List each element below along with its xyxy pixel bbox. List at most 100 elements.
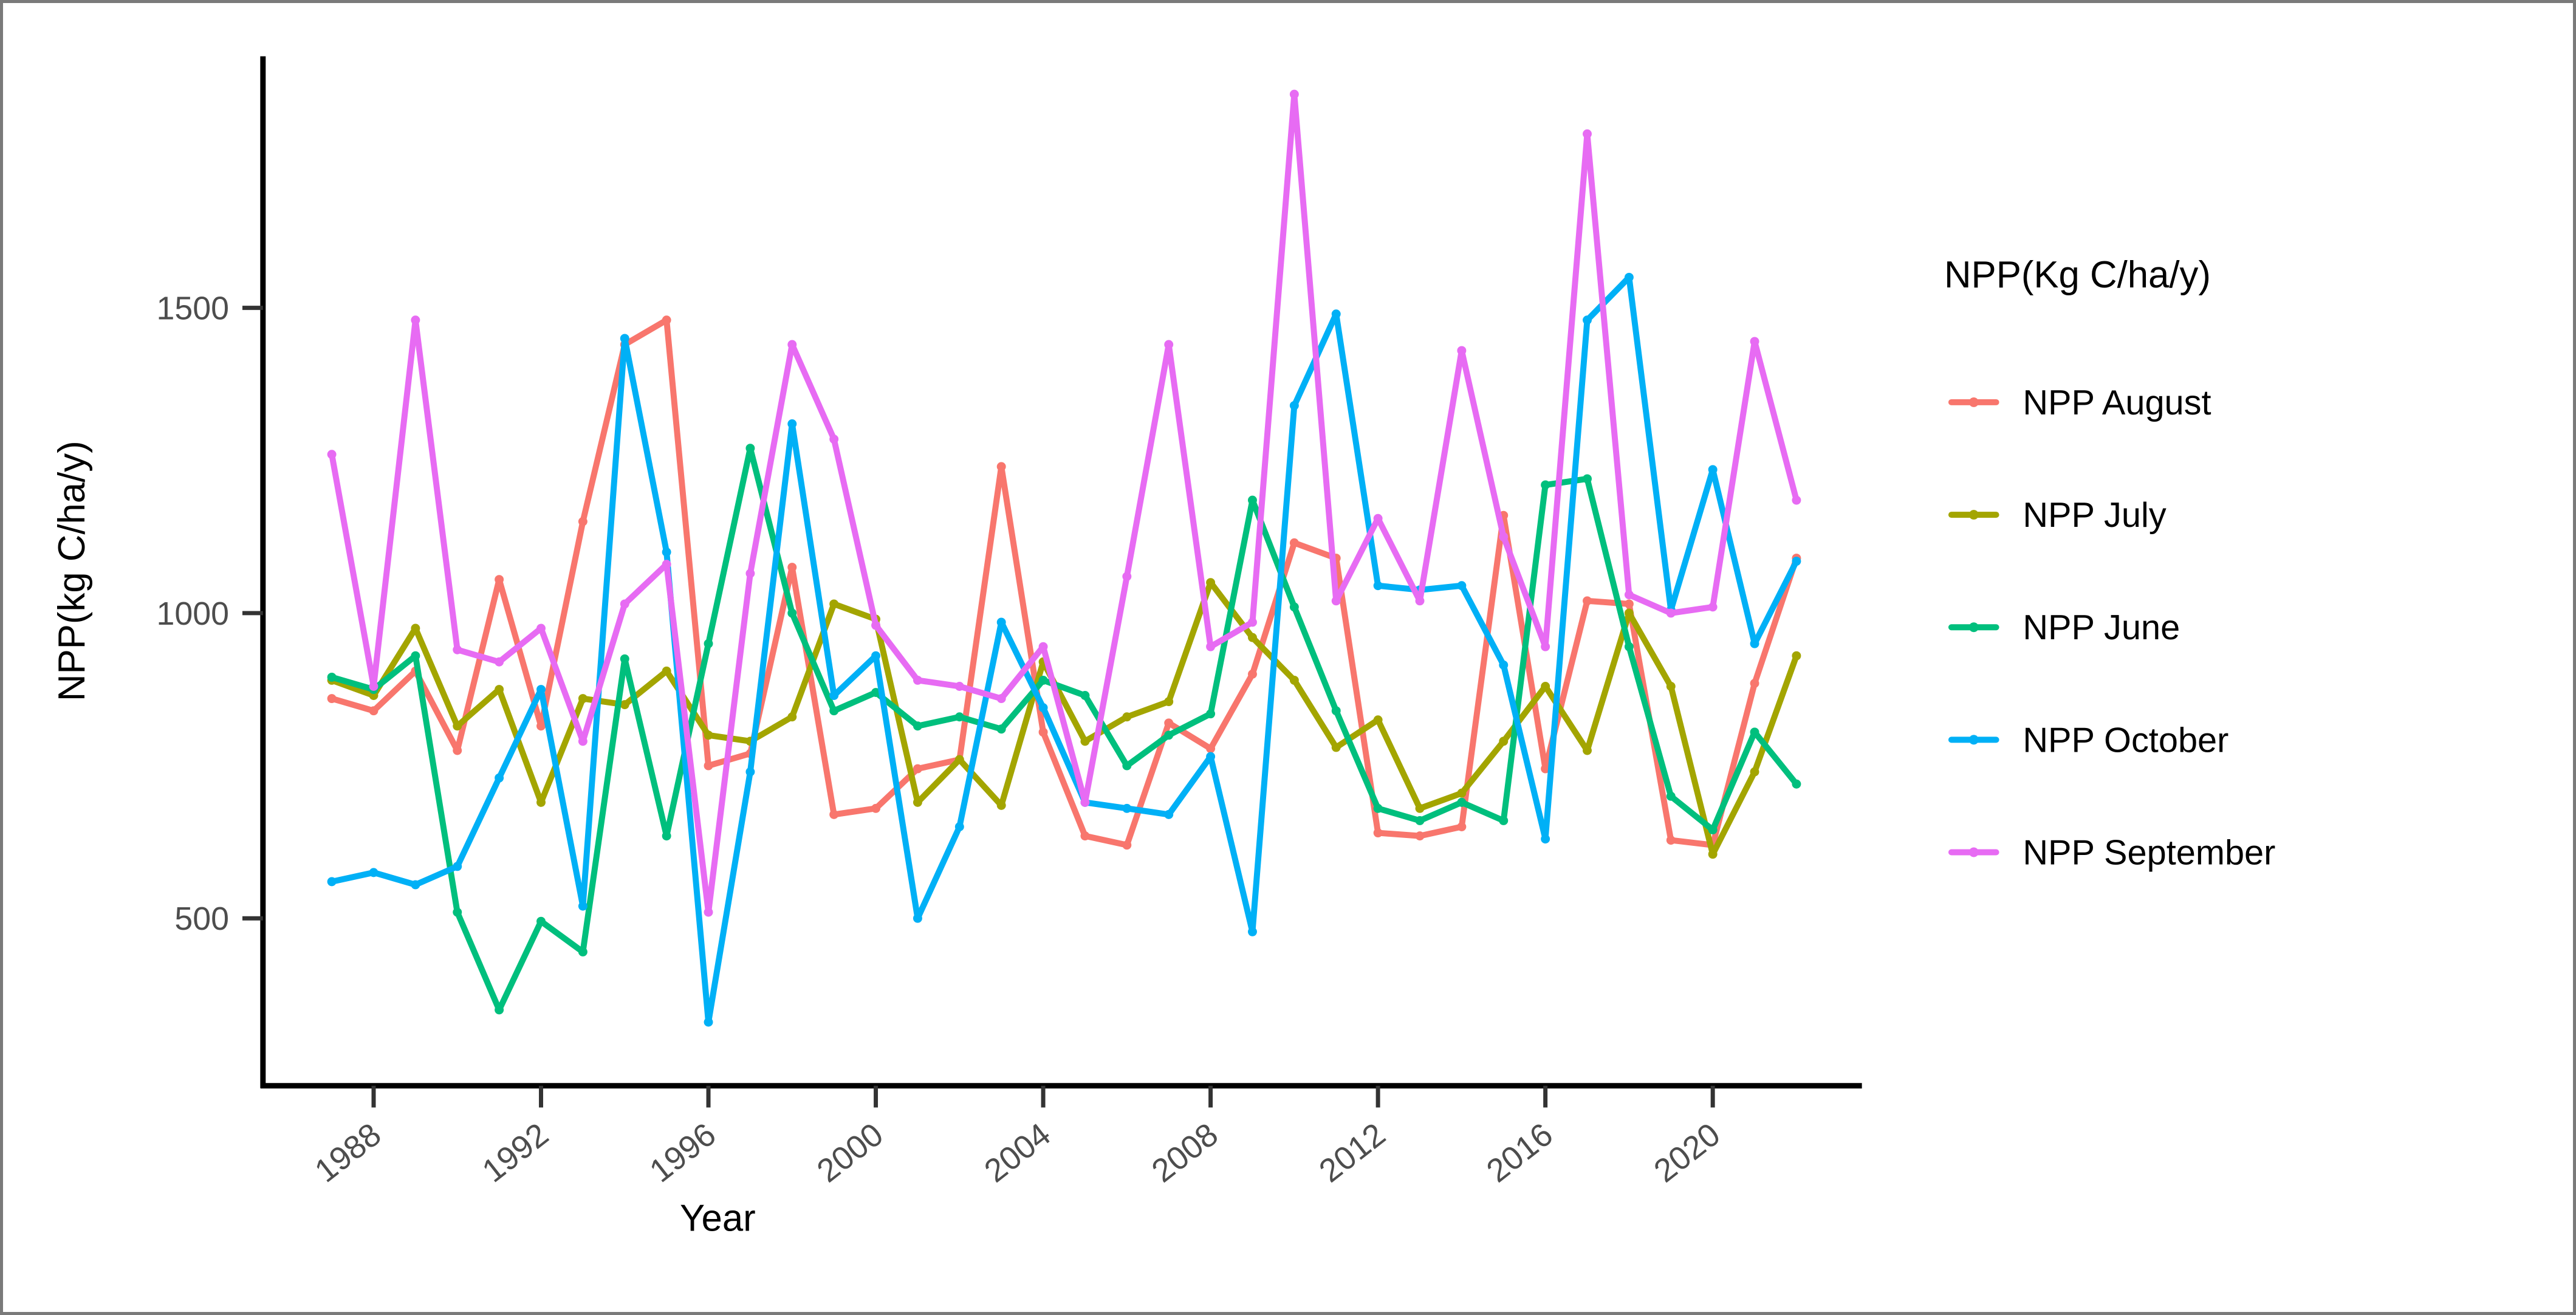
data-point [369, 682, 379, 691]
legend: NPP(Kg C/ha/y) NPP August NPP July NPP June… [1944, 254, 2275, 873]
x-tick-label: 2012 [1312, 1116, 1392, 1189]
data-point [1415, 815, 1425, 825]
legend-item-npp-september: NPP September [1948, 833, 2275, 872]
data-point [1373, 513, 1383, 523]
data-point [1248, 495, 1257, 505]
data-point [829, 706, 839, 716]
data-point [1583, 315, 1592, 325]
data-point [1624, 608, 1634, 618]
data-point [954, 822, 964, 831]
data-point [704, 761, 713, 771]
legend-item-npp-august: NPP August [1948, 383, 2211, 422]
data-point [1289, 400, 1299, 410]
data-point [1248, 927, 1257, 936]
series-line [329, 317, 1800, 848]
data-point [578, 517, 587, 526]
data-point [787, 712, 797, 722]
data-point [1164, 718, 1174, 728]
data-point [1541, 834, 1550, 844]
legend-key-point [1968, 847, 1979, 857]
data-point [913, 764, 922, 774]
data-point [453, 862, 462, 871]
data-point [620, 599, 629, 609]
data-point [662, 831, 671, 841]
data-point [704, 907, 713, 917]
data-point [369, 706, 379, 716]
data-point [1122, 840, 1132, 850]
data-point [1331, 706, 1341, 716]
data-point [1038, 703, 1048, 713]
data-point [996, 617, 1006, 627]
data-point [495, 685, 504, 695]
data-point [1792, 495, 1801, 505]
data-point [1248, 669, 1257, 679]
data-point [1122, 803, 1132, 813]
data-point [495, 575, 504, 585]
x-tick-label: 2008 [1145, 1116, 1225, 1189]
data-point [1583, 129, 1592, 139]
data-point [1750, 727, 1759, 737]
data-point [954, 712, 964, 722]
data-point [662, 666, 671, 676]
legend-item-npp-june: NPP June [1948, 608, 2180, 647]
data-point [1750, 639, 1759, 648]
y-tick-label: 1500 [157, 290, 230, 327]
data-point [1666, 682, 1676, 691]
x-tick-label: 2020 [1647, 1116, 1727, 1189]
data-point [871, 651, 881, 661]
data-point [1792, 557, 1801, 566]
npp-line-chart: 500 1000 1500 1988 1992 1996 2000 2004 2008 2012 2… [51, 56, 2275, 1240]
data-point [871, 688, 881, 697]
data-point [1206, 744, 1216, 754]
data-point [495, 657, 504, 667]
data-point [1708, 602, 1718, 612]
data-point [453, 907, 462, 917]
data-point [327, 694, 337, 704]
data-point [1080, 831, 1090, 841]
data-point [1624, 590, 1634, 600]
legend-item-npp-october: NPP October [1948, 721, 2228, 760]
data-point [1457, 822, 1467, 831]
data-point [1289, 675, 1299, 685]
data-point [1373, 803, 1383, 813]
legend-key-point [1968, 622, 1979, 633]
data-point [829, 809, 839, 819]
data-point [996, 800, 1006, 810]
data-point [1499, 660, 1509, 670]
data-point [913, 721, 922, 731]
series-npp-october [327, 272, 1801, 1027]
data-point [453, 721, 462, 731]
y-tick-label: 500 [174, 901, 229, 937]
data-point [1499, 532, 1509, 541]
data-point [787, 419, 797, 428]
data-point [453, 645, 462, 654]
data-point [536, 685, 546, 695]
data-point [1415, 831, 1425, 841]
data-point [704, 730, 713, 740]
data-point [1583, 596, 1592, 606]
data-point [829, 599, 839, 609]
data-point [1750, 337, 1759, 346]
data-point [829, 691, 839, 700]
legend-item-label: NPP October [2023, 721, 2228, 760]
data-point [1080, 797, 1090, 807]
data-point [495, 1005, 504, 1015]
data-point [1415, 596, 1425, 606]
data-point [1248, 633, 1257, 642]
data-point [913, 797, 922, 807]
data-point [1038, 675, 1048, 685]
data-point [620, 700, 629, 710]
data-point [1457, 581, 1467, 591]
data-point [327, 450, 337, 459]
legend-item-npp-july: NPP July [1948, 496, 2167, 535]
data-point [1457, 797, 1467, 807]
data-point [1206, 642, 1216, 651]
data-point [1792, 651, 1801, 661]
data-point [1248, 617, 1257, 627]
data-point [1457, 346, 1467, 355]
data-point [1331, 309, 1341, 319]
data-point [578, 736, 587, 746]
data-point [369, 868, 379, 877]
data-point [1666, 791, 1676, 801]
data-point [1457, 788, 1467, 798]
